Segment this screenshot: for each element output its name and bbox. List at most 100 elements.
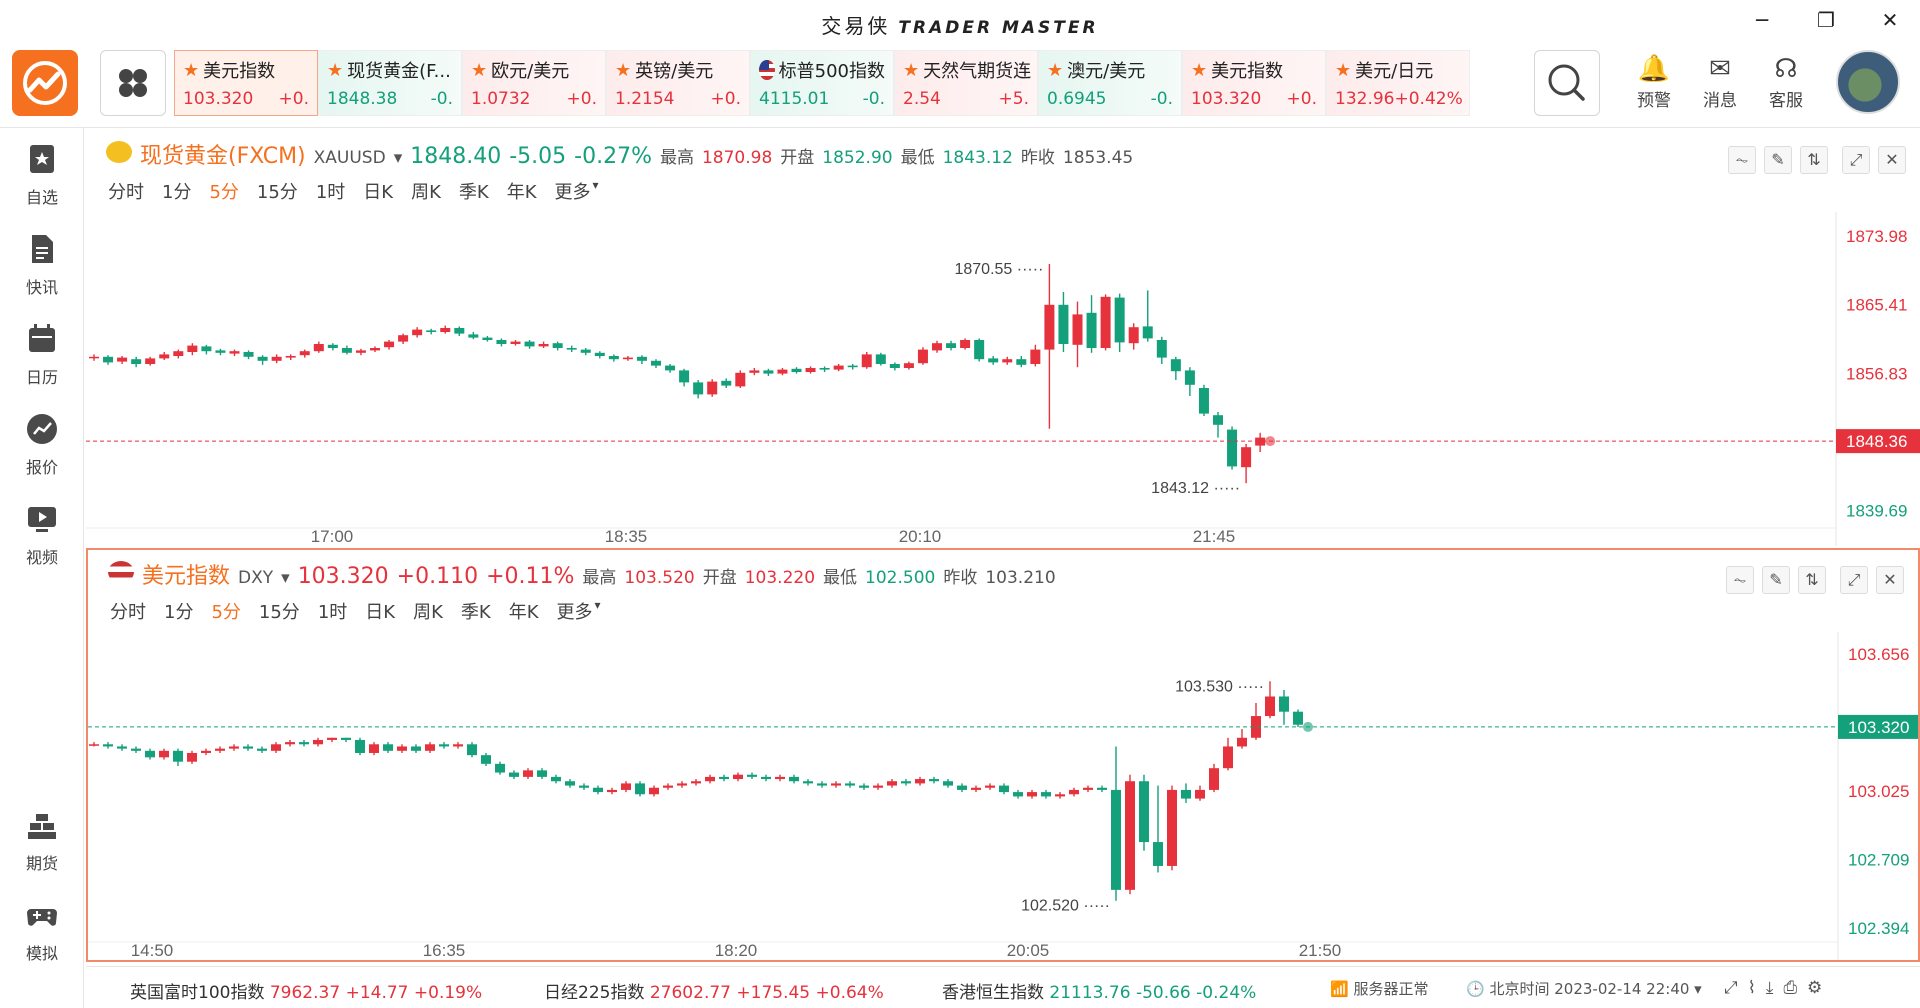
candle-body: [693, 382, 704, 395]
indicator-icon[interactable]: ⏦: [1728, 146, 1756, 174]
clock[interactable]: 🕒 北京时间 2023-02-14 22:40 ▾: [1466, 980, 1702, 998]
footer-index-nikkei[interactable]: 日经225指数 27602.77 +175.45 +0.64%: [544, 983, 884, 1003]
candlestick-chart-gold[interactable]: 1873.98 1865.41 1856.83 1839.69 1848.36 1870.…: [86, 212, 1920, 546]
apps-grid-button[interactable]: [100, 50, 166, 116]
timeframe-1[interactable]: 1分: [164, 602, 194, 623]
chart-panel-gold[interactable]: 现货黄金(FXCM) XAUUSD ▾ 1848.40 -5.05 -0.27% …: [86, 130, 1920, 546]
candle-body: [1209, 768, 1219, 790]
headset-icon: ☊: [1774, 54, 1798, 84]
timeframe-6[interactable]: 周K: [413, 602, 443, 623]
y-tick-label: 103.656: [1848, 645, 1909, 664]
candle-body: [1083, 787, 1093, 790]
compare-icon[interactable]: ⇅: [1798, 566, 1826, 594]
candle-body: [873, 785, 883, 788]
candle-body: [215, 350, 226, 353]
draw-icon[interactable]: ✎: [1762, 566, 1790, 594]
us-flag-icon: [759, 60, 775, 80]
candle-body: [467, 744, 477, 756]
panel-title: 美元指数 DXY ▾ 103.320 +0.110 +0.11% 最高 103.52…: [108, 558, 1056, 590]
timeframe-7[interactable]: 季K: [460, 602, 491, 623]
sidebar-item-quotes[interactable]: 报价: [0, 412, 84, 478]
tab-name: 澳元/美元: [1067, 61, 1146, 82]
candle-body: [341, 348, 352, 353]
tab-change: +5.: [998, 89, 1029, 109]
timeframe-3[interactable]: 15分: [258, 602, 300, 623]
timeframe-5[interactable]: 日K: [363, 182, 394, 203]
timeframe-7[interactable]: 季K: [458, 182, 489, 203]
candle-body: [594, 352, 605, 356]
timeframe-4[interactable]: 1时: [315, 182, 346, 203]
candle-body: [763, 370, 774, 374]
candle-body: [257, 356, 268, 361]
fullscreen-icon[interactable]: ⤢: [1724, 978, 1748, 998]
quote-tab[interactable]: 标普500指数 4115.01 -0.: [750, 50, 894, 116]
search-button[interactable]: [1534, 50, 1600, 116]
indicator-icon[interactable]: ⏦: [1726, 566, 1754, 594]
instrument-symbol[interactable]: DXY: [238, 568, 274, 588]
restore-button[interactable]: ❐: [1817, 8, 1835, 32]
timeframe-1[interactable]: 1分: [162, 182, 192, 203]
sidebar-item-news[interactable]: 快讯: [0, 232, 84, 298]
chart-panel-dxy[interactable]: 美元指数 DXY ▾ 103.320 +0.110 +0.11% 最高 103.52…: [86, 548, 1920, 962]
timeframe-0[interactable]: 分时: [110, 602, 146, 623]
timeframe-8[interactable]: 年K: [506, 182, 537, 203]
quote-tab[interactable]: ★ 美元指数 103.320 +0.: [1182, 50, 1326, 116]
close-button[interactable]: ✕: [1881, 8, 1899, 32]
support-button[interactable]: ☊ 客服: [1756, 52, 1816, 111]
gold-coin-icon: [106, 141, 132, 163]
sidebar-item-watchlist[interactable]: 自选: [0, 142, 84, 208]
quote-tab[interactable]: ★ 现货黄金(F... 1848.38 -0.: [318, 50, 462, 116]
quote-tab[interactable]: ★ 英镑/美元 1.2154 +0.: [606, 50, 750, 116]
app-title: 交易侠 TRADER MASTER: [821, 14, 1099, 38]
timeframe-6[interactable]: 周K: [411, 182, 441, 203]
sidebar-item-video[interactable]: 视频: [0, 502, 84, 568]
timeframe-9[interactable]: 更多: [556, 602, 593, 623]
instrument-symbol[interactable]: XAUUSD: [313, 148, 386, 168]
quote-tab[interactable]: ★ 欧元/美元 1.0732 +0.: [462, 50, 606, 116]
timeframe-0[interactable]: 分时: [108, 182, 144, 203]
quote-tab[interactable]: ★ 美元/日元 132.96 +0.42%: [1326, 50, 1470, 116]
tab-price: 103.320: [1191, 89, 1262, 109]
sidebar-item-simulation[interactable]: 模拟: [0, 898, 84, 964]
y-tick-label: 1856.83: [1846, 364, 1907, 383]
candle-body: [145, 750, 155, 758]
alert-button[interactable]: 🔔 预警: [1624, 52, 1684, 111]
avatar[interactable]: [1836, 50, 1900, 114]
timeframe-9[interactable]: 更多: [554, 182, 591, 203]
attach-icon[interactable]: ⌇: [1747, 978, 1766, 998]
download-icon[interactable]: ⤓: [1765, 978, 1784, 998]
footer-index-ftse[interactable]: 英国富时100指数 7962.37 +14.77 +0.19%: [130, 983, 483, 1003]
timeframe-2[interactable]: 5分: [209, 182, 239, 203]
quote-tab[interactable]: ★ 天然气期货连 2.54 +5.: [894, 50, 1038, 116]
timeframe-4[interactable]: 1时: [317, 602, 348, 623]
bell-icon: 🔔: [1637, 54, 1671, 84]
settings-icon[interactable]: ⚙: [1807, 978, 1833, 998]
candle-body: [370, 348, 380, 351]
close-panel-icon[interactable]: ✕: [1876, 566, 1904, 594]
quote-tab[interactable]: ★ 美元指数 103.320 +0.: [174, 50, 318, 116]
timeframe-8[interactable]: 年K: [508, 602, 539, 623]
expand-icon[interactable]: ⤢: [1840, 566, 1868, 594]
apps-icon: [119, 69, 147, 97]
draw-icon[interactable]: ✎: [1764, 146, 1792, 174]
sidebar-item-calendar[interactable]: 日历: [0, 322, 84, 388]
candle-body: [411, 746, 421, 751]
sidebar-item-futures[interactable]: 期货: [0, 808, 84, 874]
candlestick-chart-dxy[interactable]: 103.656 103.025 102.709 102.394 103.320 103.5…: [88, 632, 1918, 960]
screenshot-icon[interactable]: ⎙: [1783, 978, 1808, 998]
timeframe-5[interactable]: 日K: [365, 602, 396, 623]
app-logo[interactable]: [12, 50, 78, 116]
quote-tab[interactable]: ★ 澳元/美元 0.6945 -0.: [1038, 50, 1182, 116]
panel-toolbar: ⏦ ✎ ⇅ ⤢ ✕: [1726, 566, 1904, 594]
footer-index-hsi[interactable]: 香港恒生指数 21113.76 -50.66 -0.24%: [942, 983, 1257, 1003]
timeframe-3[interactable]: 15分: [256, 182, 298, 203]
candle-body: [398, 335, 409, 342]
timeframe-2[interactable]: 5分: [211, 602, 241, 623]
bookmark-icon: [30, 145, 54, 173]
minimize-button[interactable]: ─: [1755, 8, 1769, 32]
message-button[interactable]: ✉ 消息: [1690, 52, 1750, 111]
expand-icon[interactable]: ⤢: [1842, 146, 1870, 174]
sidebar: 自选 快讯 日历 报价 视频 期货 模拟: [0, 128, 84, 1008]
compare-icon[interactable]: ⇅: [1800, 146, 1828, 174]
close-panel-icon[interactable]: ✕: [1878, 146, 1906, 174]
